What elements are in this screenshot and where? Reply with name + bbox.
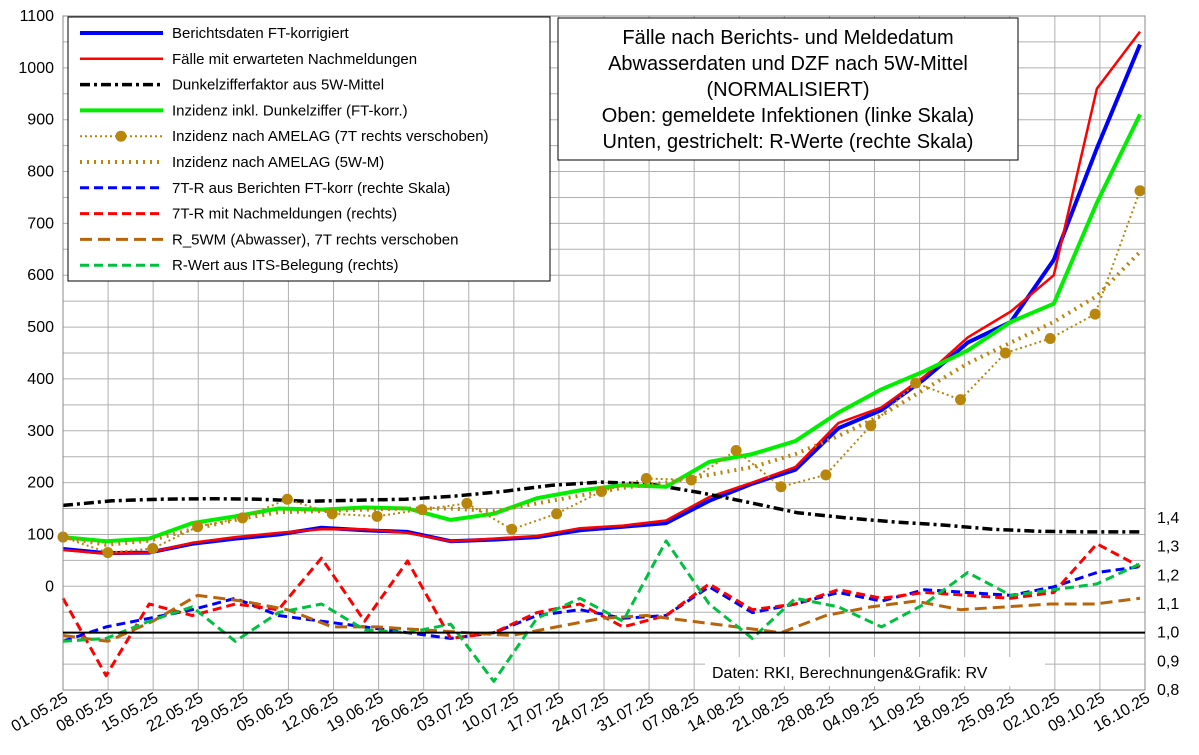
right-tick-label: 1,0 bbox=[1157, 625, 1179, 642]
legend-marker bbox=[115, 130, 127, 142]
series-marker bbox=[506, 523, 518, 535]
series-marker bbox=[910, 377, 922, 389]
left-tick-label: 100 bbox=[27, 526, 54, 543]
legend-label: 7T-R mit Nachmeldungen (rechts) bbox=[172, 206, 397, 223]
right-tick-label: 1,4 bbox=[1157, 510, 1179, 527]
legend-label: R_5WM (Abwasser), 7T rechts verschoben bbox=[172, 231, 459, 248]
series-marker bbox=[461, 497, 473, 509]
series-marker bbox=[1134, 185, 1146, 197]
series-marker bbox=[1089, 308, 1101, 320]
series-marker bbox=[281, 493, 293, 505]
legend-label: Berichtsdaten FT-korrigiert bbox=[172, 25, 350, 42]
series-line-9 bbox=[62, 539, 1141, 683]
left-tick-label: 500 bbox=[27, 319, 54, 336]
chart-title-line-4: Oben: gemeldete Infektionen (linke Skala… bbox=[602, 105, 974, 127]
left-tick-label: 0 bbox=[45, 578, 54, 595]
left-tick-label: 400 bbox=[27, 371, 54, 388]
series-line-5 bbox=[62, 250, 1142, 547]
series-marker bbox=[147, 542, 159, 554]
legend-box bbox=[67, 16, 551, 282]
right-tick-label: 1,3 bbox=[1157, 539, 1179, 556]
legend-label: Fälle mit erwarteten Nachmeldungen bbox=[172, 51, 417, 68]
right-tick-label: 0,8 bbox=[1157, 682, 1179, 699]
series-line-2 bbox=[62, 480, 1140, 534]
series-line-1 bbox=[62, 30, 1141, 555]
right-tick-label: 1,2 bbox=[1157, 567, 1179, 584]
left-tick-label: 200 bbox=[27, 475, 54, 492]
credit-box bbox=[705, 657, 1045, 686]
series-marker bbox=[596, 485, 607, 497]
plot-frame bbox=[62, 15, 1146, 691]
chart-title-line-5: Unten, gestrichelt: R-Werte (rechte Skal… bbox=[603, 131, 974, 153]
left-tick-label: 800 bbox=[27, 164, 54, 181]
right-tick-label: 0,9 bbox=[1157, 653, 1179, 670]
title-box bbox=[557, 17, 1019, 161]
chart-title-line-2: Abwasserdaten und DZF nach 5W-Mittel bbox=[608, 53, 968, 75]
left-tick-label: 900 bbox=[27, 112, 54, 129]
left-tick-label: 1000 bbox=[18, 60, 54, 77]
series-marker bbox=[730, 444, 742, 456]
series-marker bbox=[371, 510, 383, 522]
left-tick-label: 300 bbox=[27, 423, 54, 440]
series-line-7 bbox=[61, 542, 1141, 678]
series-line-0 bbox=[62, 43, 1142, 556]
legend-label: R-Wert aus ITS-Belegung (rechts) bbox=[172, 257, 398, 274]
series-marker bbox=[999, 347, 1011, 359]
series-line-8 bbox=[62, 593, 1141, 643]
series-marker bbox=[102, 547, 114, 559]
legend: Berichtsdaten FT-korrigiert Fälle mit erw… bbox=[67, 16, 551, 282]
series-marker bbox=[865, 420, 877, 432]
series-marker bbox=[955, 394, 966, 406]
legend-label: Inzidenz inkl. Dunkelziffer (FT-korr.) bbox=[172, 102, 408, 119]
series-layer bbox=[57, 30, 1146, 683]
left-tick-label: 600 bbox=[27, 267, 54, 284]
left-tick-label: 1100 bbox=[20, 8, 55, 25]
series-marker bbox=[416, 504, 428, 516]
title-block: Fälle nach Berichts- und Meldedatum Abwa… bbox=[557, 17, 1019, 161]
legend-label: Inzidenz nach AMELAG (5W-M) bbox=[172, 154, 384, 171]
legend-label: Inzidenz nach AMELAG (7T rechts verschob… bbox=[172, 128, 489, 145]
credit-block: Daten: RKI, Berechnungen&Grafik: RV bbox=[705, 657, 1045, 686]
legend-label: 7T-R aus Berichten FT-korr (rechte Skala… bbox=[172, 180, 450, 197]
series-marker bbox=[551, 508, 563, 520]
legend-label: Dunkelzifferfaktor aus 5W-Mittel bbox=[172, 77, 384, 94]
series-marker bbox=[820, 469, 832, 481]
right-tick-label: 1,1 bbox=[1157, 596, 1179, 613]
series-marker bbox=[1044, 332, 1056, 344]
left-tick-label: 700 bbox=[27, 215, 54, 232]
series-marker bbox=[326, 508, 338, 520]
chart-title-line-1: Fälle nach Berichts- und Meldedatum bbox=[622, 27, 953, 49]
chart-title-line-3: (NORMALISIERT) bbox=[707, 79, 870, 101]
series-marker bbox=[775, 481, 787, 493]
credit-text: Daten: RKI, Berechnungen&Grafik: RV bbox=[712, 665, 988, 682]
series-marker bbox=[640, 472, 652, 484]
